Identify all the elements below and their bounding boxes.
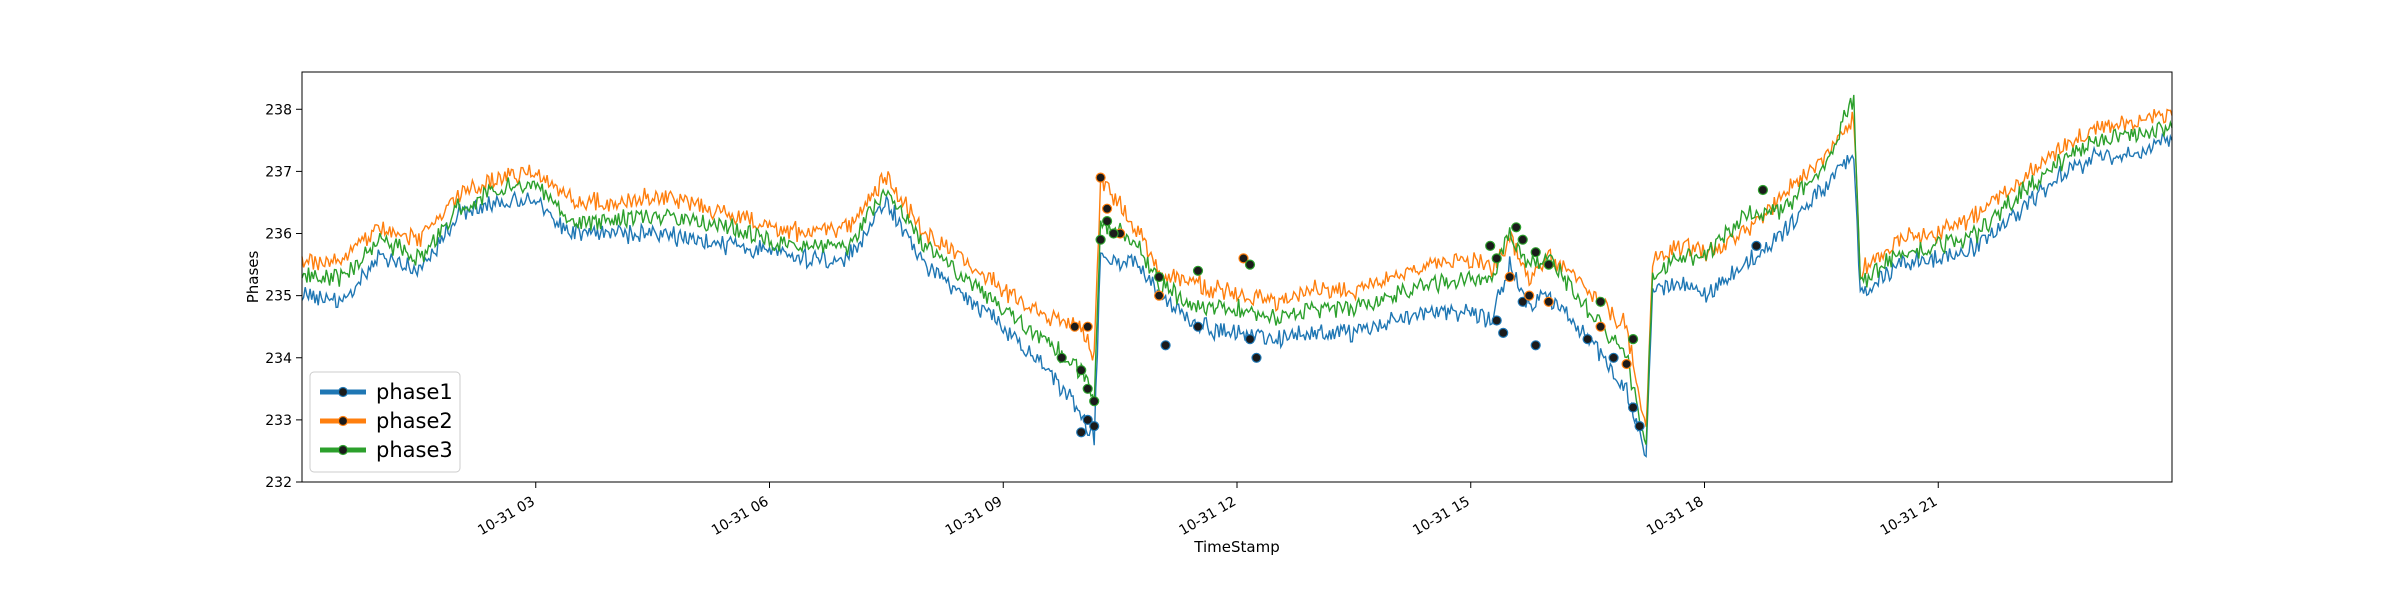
marker-phase3-16 [1595, 296, 1606, 307]
marker-phase2-1 [1082, 321, 1093, 332]
marker-phase1-11 [1582, 334, 1593, 345]
y-axis-label: Phases [244, 251, 262, 304]
marker-phase2-9 [1543, 296, 1554, 307]
y-tick-label-236: 236 [265, 227, 292, 243]
series-line-phase3 [301, 94, 2173, 445]
marker-phase3-15 [1543, 259, 1554, 270]
marker-phase3-12 [1511, 222, 1522, 233]
legend-marker-phase2 [337, 415, 349, 427]
legend-label-phase1: phase1 [376, 380, 453, 404]
marker-phase3-2 [1082, 383, 1093, 394]
marker-phase3-9 [1244, 259, 1256, 270]
marker-phase1-3 [1160, 340, 1171, 351]
y-tick-label-237: 237 [265, 164, 292, 180]
marker-phase3-1 [1076, 365, 1087, 376]
legend-marker-phase3 [337, 444, 349, 456]
legend: phase1 phase2 phase3 [309, 371, 461, 473]
legend-label-phase2: phase2 [376, 409, 453, 433]
marker-phase1-12 [1608, 352, 1619, 363]
legend-box [309, 371, 461, 473]
marker-phase2-10 [1595, 321, 1606, 332]
series-line-phase1 [301, 132, 2173, 458]
marker-phase1-14 [1634, 421, 1645, 432]
marker-phase3-17 [1627, 334, 1639, 345]
marker-phase1-6 [1251, 352, 1262, 363]
marker-phase1-2 [1089, 421, 1100, 432]
marker-phase3-3 [1089, 396, 1100, 407]
marker-phase1-7 [1491, 315, 1502, 326]
marker-phase3-14 [1530, 247, 1541, 258]
marker-phase1-0 [1076, 427, 1087, 438]
plot-layer [301, 94, 2173, 458]
marker-phase2-0 [1069, 321, 1080, 332]
marker-phase1-13 [1627, 402, 1639, 413]
marker-phase2-7 [1504, 271, 1515, 283]
marker-phase3-4 [1095, 234, 1106, 245]
marker-phase2-8 [1524, 290, 1535, 301]
legend-label-phase3: phase3 [376, 438, 453, 462]
marker-phase2-2 [1095, 172, 1106, 183]
marker-phase2-11 [1621, 358, 1632, 370]
x-axis-label: TimeStamp [1193, 538, 1279, 556]
y-tick-label-233: 233 [265, 413, 292, 429]
marker-phase1-8 [1498, 327, 1509, 338]
marker-phase1-4 [1192, 321, 1204, 332]
marker-phase1-10 [1530, 340, 1541, 351]
marker-phase2-3 [1101, 203, 1113, 214]
marker-phase3-18 [1757, 184, 1769, 196]
marker-phase3-5 [1101, 216, 1113, 227]
marker-phase3-0 [1056, 352, 1067, 363]
y-tick-label-234: 234 [265, 351, 292, 367]
y-tick-label-238: 238 [265, 102, 292, 118]
legend-marker-phase1 [337, 386, 349, 398]
marker-phase3-11 [1491, 253, 1502, 264]
marker-phase3-10 [1485, 240, 1496, 251]
y-tick-label-235: 235 [265, 289, 292, 305]
marker-phase3-6 [1108, 228, 1119, 239]
marker-phase1-15 [1751, 240, 1762, 251]
marker-phase2-6 [1238, 253, 1249, 264]
marker-phase3-7 [1153, 271, 1165, 283]
marker-phase1-9 [1517, 296, 1528, 307]
marker-phase3-8 [1192, 265, 1204, 276]
y-tick-label-232: 232 [265, 475, 292, 491]
marker-phase3-13 [1517, 234, 1528, 245]
marker-phase2-5 [1153, 290, 1165, 301]
marker-phase1-5 [1244, 334, 1256, 345]
marker-phase1-1 [1082, 414, 1093, 425]
